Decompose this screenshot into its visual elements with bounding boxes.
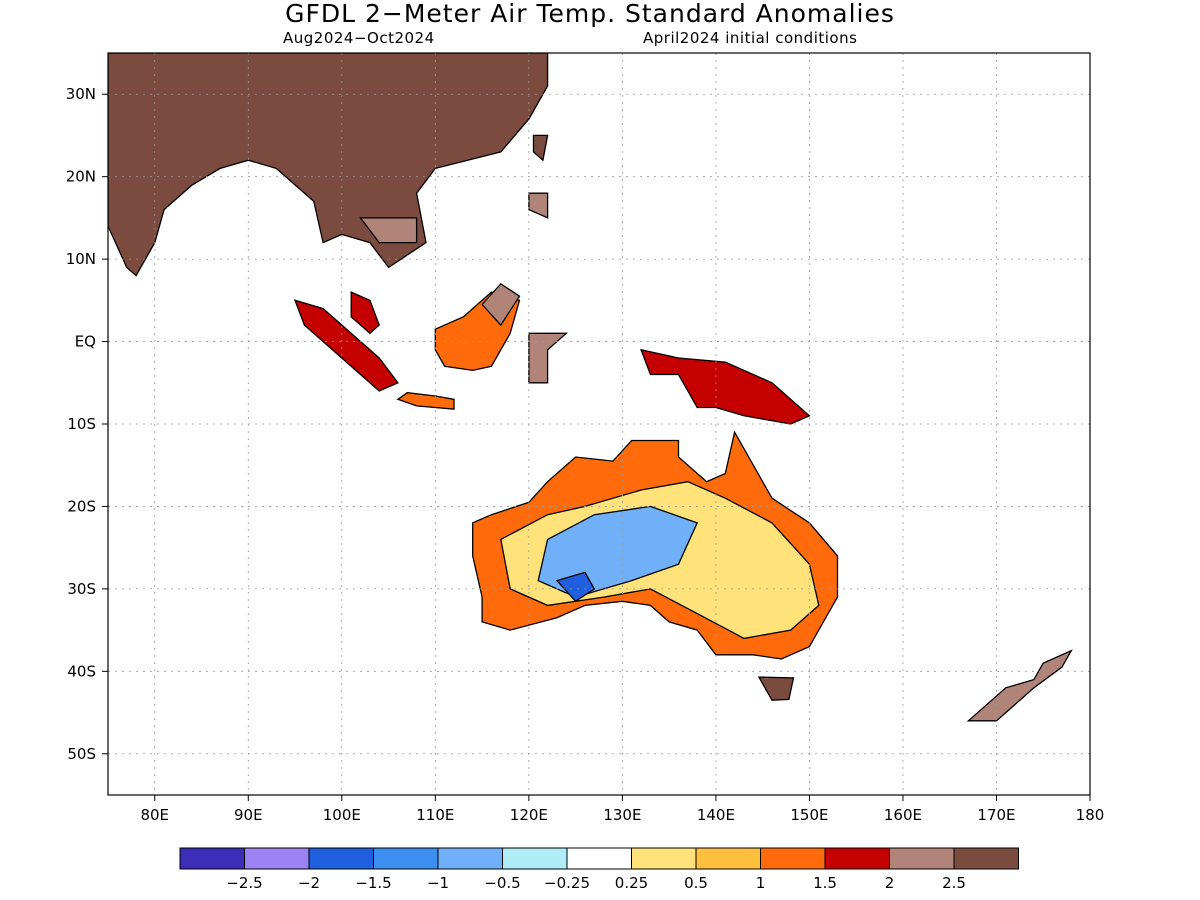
lon-tick-label: 140E xyxy=(697,806,735,824)
latitude-axis: 30N 20N 10N EQ 10S 20S 30S 40S 50S xyxy=(66,85,108,763)
colorbar-swatch xyxy=(760,847,826,870)
colorbar-swatch xyxy=(244,847,310,870)
colorbar-swatch xyxy=(437,847,503,870)
colorbar-swatch xyxy=(373,847,439,870)
lon-tick-label: 150E xyxy=(790,806,828,824)
colorbar-swatch xyxy=(953,847,1019,870)
lon-tick-label: 90E xyxy=(234,806,263,824)
colorbar-label: 2 xyxy=(885,874,895,892)
lon-tick-label: 120E xyxy=(510,806,548,824)
region-taiwan xyxy=(532,134,549,162)
colorbar-label: −1.5 xyxy=(355,874,391,892)
lat-tick-label: 10S xyxy=(67,415,96,433)
region-mekong xyxy=(359,217,418,244)
region-sulawesi xyxy=(528,332,569,384)
region-tasmania xyxy=(757,676,795,701)
lon-tick-label: 130E xyxy=(603,806,641,824)
colorbar-swatch xyxy=(566,847,632,870)
lon-tick-label: 110E xyxy=(416,806,454,824)
colorbar-label: 2.5 xyxy=(942,874,966,892)
region-sumatra xyxy=(293,299,399,392)
lon-tick-label: 100E xyxy=(323,806,361,824)
initial-conditions: April2024 initial conditions xyxy=(643,29,858,47)
lat-tick-label: 40S xyxy=(67,662,96,680)
region-australia-cold xyxy=(555,571,596,603)
colorbar-swatch xyxy=(631,847,697,870)
region-new-guinea xyxy=(640,348,811,425)
map-gridlines xyxy=(108,53,1090,795)
colorbar-label: 0.25 xyxy=(615,874,648,892)
colorbar-swatch xyxy=(695,847,761,870)
colorbar: −2.5 −2 −1.5 −1 −0.5 −0.25 0.25 0.5 1 1.5 2 2.5 xyxy=(179,847,1019,892)
colorbar-label: 1 xyxy=(756,874,766,892)
lon-tick-label: 180 xyxy=(1076,806,1105,824)
region-luzon xyxy=(528,192,549,219)
longitude-axis: 80E 90E 100E 110E 120E 130E 140E 150E 160E 170E 18… xyxy=(140,795,1104,824)
lat-tick-label: EQ xyxy=(75,333,96,351)
region-malay-peninsula xyxy=(350,291,380,335)
region-borneo-north xyxy=(481,282,521,327)
lon-tick-label: 80E xyxy=(140,806,169,824)
lat-tick-label: 20N xyxy=(66,168,96,186)
colorbar-swatch xyxy=(308,847,374,870)
lat-tick-label: 20S xyxy=(67,497,96,515)
colorbar-swatch xyxy=(889,847,955,870)
colorbar-label: −0.25 xyxy=(544,874,590,892)
colorbar-label: 0.5 xyxy=(684,874,708,892)
colorbar-swatch xyxy=(179,847,245,870)
forecast-period: Aug2024−Oct2024 xyxy=(283,29,435,47)
anomaly-fields xyxy=(108,53,1073,722)
lat-tick-label: 30S xyxy=(67,580,96,598)
colorbar-swatch xyxy=(824,847,890,870)
colorbar-label: −0.5 xyxy=(484,874,520,892)
lon-tick-label: 170E xyxy=(977,806,1015,824)
region-java xyxy=(396,392,455,410)
chart-title: GFDL 2−Meter Air Temp. Standard Anomalie… xyxy=(285,0,895,28)
colorbar-label: −2 xyxy=(298,874,320,892)
colorbar-label: −2.5 xyxy=(226,874,262,892)
region-new-zealand xyxy=(966,649,1073,722)
region-asia xyxy=(108,53,549,277)
lon-tick-label: 160E xyxy=(884,806,922,824)
lat-tick-label: 10N xyxy=(66,250,96,268)
colorbar-label: 1.5 xyxy=(813,874,837,892)
colorbar-swatch xyxy=(502,847,568,870)
lat-tick-label: 50S xyxy=(67,745,96,763)
colorbar-label: −1 xyxy=(427,874,449,892)
lat-tick-label: 30N xyxy=(66,85,96,103)
